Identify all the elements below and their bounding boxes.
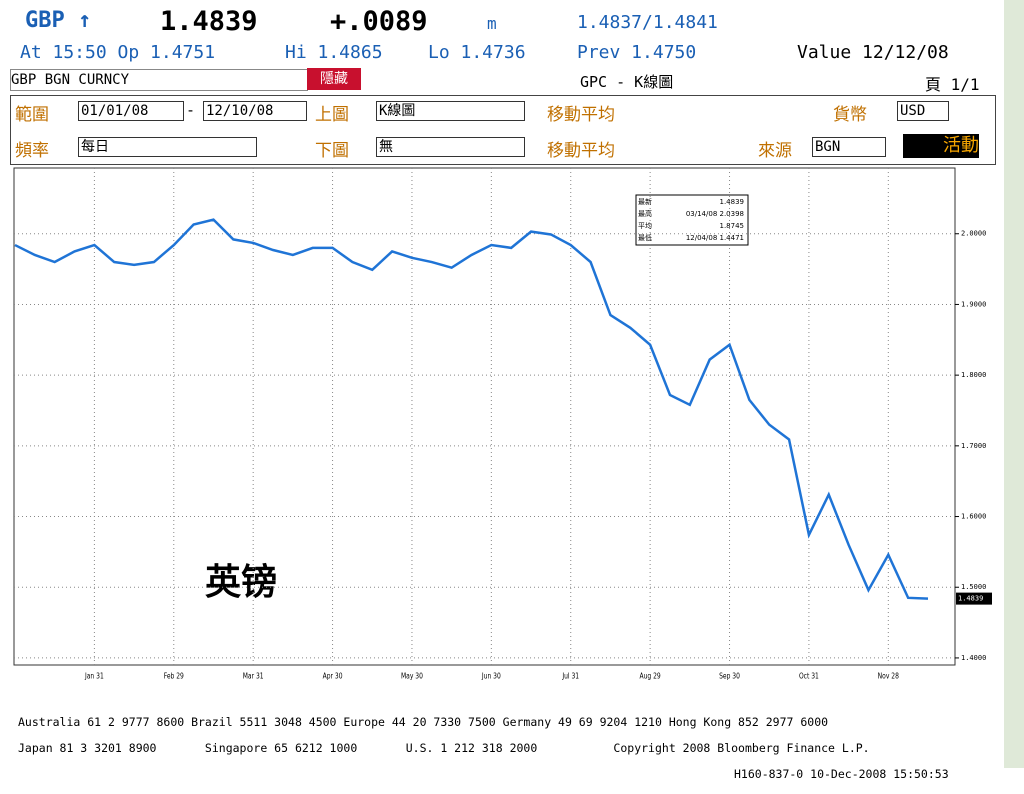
x-tick-label: Oct 31: [799, 670, 819, 680]
dash: -: [186, 101, 196, 119]
side-strip: [1004, 0, 1024, 768]
input[interactable]: BGN: [812, 137, 886, 157]
screen: GPC - K線圖: [580, 73, 674, 91]
y-tick-label: 1.8000: [961, 371, 986, 379]
form: [10, 95, 996, 165]
label: 移動平均: [547, 141, 615, 161]
x-tick-label: Sep 30: [719, 670, 740, 680]
footer-line: H160-837-0 10-Dec-2008 15:50:53: [734, 767, 949, 781]
open: At 15:50 Op 1.4751: [20, 42, 216, 63]
input[interactable]: USD: [897, 101, 949, 121]
select[interactable]: 無: [376, 137, 525, 157]
stat-value: 1.4839: [720, 198, 745, 206]
y-tick-label: 1.9000: [961, 300, 986, 308]
x-tick-label: Jan 31: [84, 670, 104, 680]
action-button[interactable]: 活動: [903, 134, 979, 158]
footer: Australia 61 2 9777 8600 Brazil 5511 304…: [18, 703, 949, 794]
plot-frame: [13, 167, 956, 666]
stat-value: 12/04/08 1.4471: [686, 234, 744, 242]
security: GBP BGN CURNCY: [10, 69, 308, 91]
input[interactable]: 12/10/08: [203, 101, 307, 121]
annotation: 英镑: [205, 561, 277, 603]
prev: Prev 1.4750: [577, 42, 697, 63]
label: 貨幣: [833, 105, 867, 125]
y-tick-label: 2.0000: [961, 230, 986, 238]
footer-line: Japan 81 3 3201 8900 Singapore 65 6212 1…: [18, 741, 870, 755]
value-date: Value 12/12/08: [797, 42, 949, 63]
price-tag: 1.4839: [958, 595, 983, 603]
price: 1.4839: [160, 6, 258, 37]
select[interactable]: K線圖: [376, 101, 525, 121]
label: 範圍: [15, 105, 49, 125]
ticker: GBP ↑: [25, 8, 92, 33]
page: GBP ↑ 1.4839 +.0089 m 1.4837/1.4841 At 1…: [10, 0, 1024, 781]
x-tick-label: Aug 29: [640, 670, 661, 680]
chart: 英镑 1.4000 1.5000 1.6000 1.7000 1.8000 1.9000 2…: [13, 167, 992, 681]
stat-label: 最新: [638, 197, 652, 206]
x-tick-label: Apr 30: [323, 670, 343, 680]
high: Hi 1.4865: [285, 42, 383, 63]
stat-label: 平均: [638, 221, 652, 230]
stat-value: 1.8745: [720, 222, 745, 230]
label: 移動平均: [547, 105, 615, 125]
label: 頻率: [15, 141, 49, 161]
stat-value: 03/14/08 2.0398: [686, 210, 744, 218]
page-number: 頁 1/1: [925, 75, 980, 94]
label: 上圖: [315, 105, 349, 125]
y-tick-label: 1.4000: [961, 654, 986, 662]
price-tag-bg: [956, 592, 992, 605]
label: 下圖: [315, 141, 349, 161]
x-tick-label: Feb 29: [164, 670, 184, 680]
stat-label: 最高: [638, 209, 652, 218]
y-tick-label: 1.5000: [961, 583, 986, 591]
y-tick-label: 1.6000: [961, 513, 986, 521]
low: Lo 1.4736: [428, 42, 526, 63]
bid-ask: 1.4837/1.4841: [577, 12, 718, 33]
x-tick-label: Nov 28: [878, 670, 900, 680]
x-tick-label: May 30: [401, 670, 423, 680]
footer-line: Australia 61 2 9777 8600 Brazil 5511 304…: [18, 715, 829, 729]
input[interactable]: 01/01/08: [78, 101, 184, 121]
change: +.0089: [330, 6, 428, 37]
select[interactable]: 每日: [78, 137, 257, 157]
stat-label: 最低: [638, 233, 652, 242]
x-tick-label: Jun 30: [481, 670, 501, 680]
price-line: [14, 218, 929, 600]
x-tick-label: Mar 31: [243, 670, 264, 680]
flag: m: [487, 14, 497, 33]
hide-button[interactable]: 隱藏: [307, 68, 361, 90]
x-tick-label: Jul 31: [562, 670, 580, 680]
label: 來源: [758, 141, 792, 161]
y-tick-label: 1.7000: [961, 442, 986, 450]
